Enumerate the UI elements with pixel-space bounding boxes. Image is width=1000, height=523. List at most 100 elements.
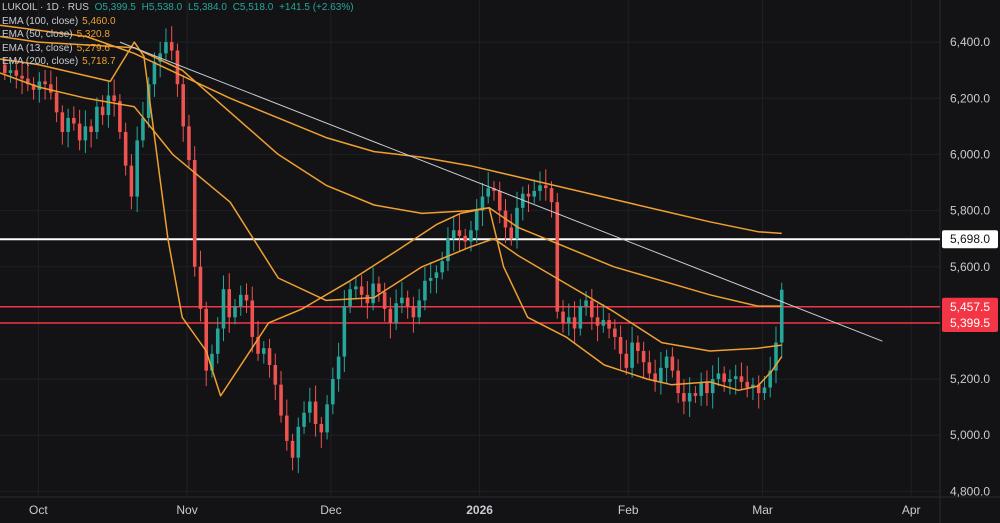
candle-body[interactable] — [112, 95, 116, 102]
candle-body[interactable] — [233, 306, 237, 318]
candle-body[interactable] — [630, 342, 634, 368]
candle-body[interactable] — [319, 423, 324, 433]
candle-body[interactable] — [567, 317, 571, 323]
candle-body[interactable] — [699, 381, 703, 396]
candle-body[interactable] — [451, 230, 456, 239]
candle-body[interactable] — [227, 289, 232, 318]
candle-body[interactable] — [664, 356, 669, 368]
candle-body[interactable] — [290, 440, 295, 458]
candle-body[interactable] — [613, 328, 617, 337]
candle-body[interactable] — [14, 70, 19, 76]
candle-body[interactable] — [497, 190, 502, 211]
candle-body[interactable] — [20, 75, 24, 79]
candle-body[interactable] — [354, 286, 358, 290]
candle-body[interactable] — [647, 362, 652, 374]
candle-body[interactable] — [192, 160, 197, 267]
candle-body[interactable] — [538, 185, 542, 191]
candle-body[interactable] — [520, 193, 525, 208]
candle-body[interactable] — [169, 42, 174, 51]
candle-body[interactable] — [8, 70, 13, 74]
candle-body[interactable] — [256, 336, 260, 354]
candle-body[interactable] — [123, 131, 128, 166]
candle-body[interactable] — [89, 126, 93, 132]
candle-body[interactable] — [618, 336, 623, 354]
candle-body[interactable] — [428, 277, 433, 281]
candle-body[interactable] — [365, 294, 370, 304]
candle-body[interactable] — [49, 84, 53, 93]
candle-body[interactable] — [543, 185, 548, 189]
candle-body[interactable] — [26, 78, 30, 85]
candle-body[interactable] — [722, 373, 726, 382]
candle-body[interactable] — [463, 235, 467, 242]
candle-body[interactable] — [693, 393, 698, 396]
candle-body[interactable] — [348, 289, 352, 307]
candle-body[interactable] — [261, 348, 266, 354]
candle-body[interactable] — [43, 81, 47, 85]
candle-body[interactable] — [446, 238, 450, 262]
candle-body[interactable] — [768, 370, 773, 388]
candle-body[interactable] — [624, 353, 629, 368]
candle-body[interactable] — [710, 379, 715, 394]
candle-body[interactable] — [336, 356, 341, 380]
candle-body[interactable] — [141, 117, 145, 141]
candle-body[interactable] — [135, 140, 139, 197]
candle-body[interactable] — [739, 376, 744, 382]
candle-body[interactable] — [555, 202, 560, 312]
candle-body[interactable] — [308, 401, 312, 413]
candle-body[interactable] — [31, 84, 36, 90]
candle-body[interactable] — [342, 306, 347, 357]
candle-body[interactable] — [607, 320, 611, 329]
candle-body[interactable] — [37, 81, 42, 90]
candle-body[interactable] — [244, 294, 249, 301]
candle-body[interactable] — [371, 283, 375, 304]
price-axis[interactable]: 6,400.0 6,200.0 6,000.0 5,800.0 5,600.0 5,200… — [950, 35, 990, 498]
candle-body[interactable] — [745, 381, 749, 388]
candle-body[interactable] — [549, 188, 554, 203]
candle-body[interactable] — [60, 112, 65, 132]
candle-body[interactable] — [756, 384, 761, 394]
candle-body[interactable] — [532, 190, 537, 197]
candle-body[interactable] — [331, 379, 335, 405]
candle-body[interactable] — [469, 230, 473, 242]
candle-body[interactable] — [751, 384, 755, 388]
candle-body[interactable] — [682, 393, 686, 402]
candle-body[interactable] — [779, 289, 784, 343]
candle-body[interactable] — [273, 365, 278, 385]
candle-body[interactable] — [72, 117, 76, 124]
candle-body[interactable] — [296, 426, 301, 458]
trendline[interactable] — [119, 41, 883, 342]
candle-body[interactable] — [187, 126, 191, 161]
candle-body[interactable] — [601, 320, 606, 326]
candle-body[interactable] — [417, 300, 421, 318]
candle-body[interactable] — [716, 373, 721, 380]
time-axis[interactable]: Oct Nov Dec 2026 Feb Mar Apr — [29, 503, 921, 517]
candle-body[interactable] — [100, 106, 105, 116]
candle-body[interactable] — [515, 207, 519, 239]
candle-body[interactable] — [578, 306, 583, 329]
candle-body[interactable] — [285, 415, 289, 441]
candle-body[interactable] — [118, 101, 122, 132]
candle-body[interactable] — [705, 381, 709, 394]
trendline-layer[interactable] — [119, 41, 883, 342]
candle-body[interactable] — [382, 292, 387, 309]
candle-body[interactable] — [584, 300, 588, 307]
candle-body[interactable] — [440, 261, 444, 273]
candle-body[interactable] — [687, 393, 692, 402]
indicator-ema100[interactable]: EMA (100, close) 5,460.0 — [2, 15, 357, 29]
candle-body[interactable] — [106, 95, 111, 116]
candle-body[interactable] — [561, 311, 565, 323]
candle-body[interactable] — [400, 297, 404, 304]
symbol-label[interactable]: LUKOIL · 1D · RUS — [2, 2, 89, 13]
candle-body[interactable] — [733, 376, 738, 380]
candle-body[interactable] — [486, 188, 491, 197]
candle-body[interactable] — [54, 92, 59, 113]
candle-body[interactable] — [267, 348, 272, 366]
candle-body[interactable] — [83, 126, 88, 141]
candle-body[interactable] — [77, 123, 82, 141]
candles-layer[interactable] — [3, 26, 784, 474]
candle-body[interactable] — [210, 353, 214, 371]
candle-body[interactable] — [238, 294, 243, 307]
candle-body[interactable] — [728, 379, 732, 382]
candle-body[interactable] — [480, 196, 485, 211]
